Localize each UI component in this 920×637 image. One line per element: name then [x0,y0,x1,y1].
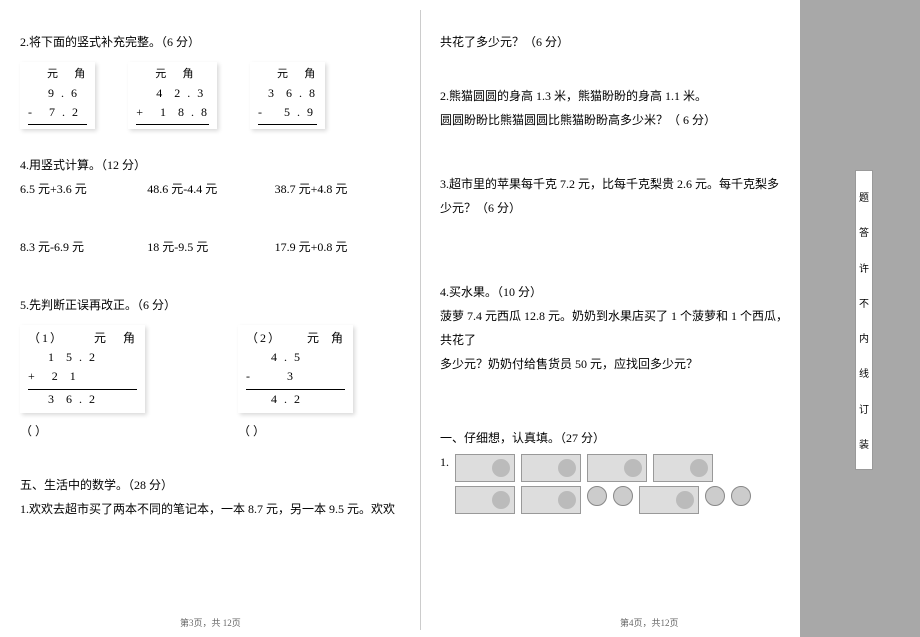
coin-icon [705,486,725,506]
q5-r1: 1 5 . 2 [28,348,137,367]
calc-item: 8.3 元-6.9 元 [20,235,145,259]
page-footer-right: 第4页，共12页 [620,616,679,629]
binding-char: 题 [859,189,869,204]
calc-item: 17.9 元+0.8 元 [275,235,400,259]
vert-hdr: 元 角 [28,66,87,84]
binding-char: 答 [859,224,869,239]
r3: 3.超市里的苹果每千克 7.2 元，比每千克梨贵 2.6 元。每千克梨多少元？（… [440,172,790,220]
q5-hdr: 元 角 [64,331,137,345]
section-1: 一、仔细想，认真填。（27 分） 1. [440,426,790,514]
q5-num: （1） [28,331,64,345]
column-divider [420,10,421,630]
sec1-title: 一、仔细想，认真填。（27 分） [440,426,790,450]
q5-title: 5.先判断正误再改正。（6 分） [20,293,400,317]
q4-row2: 8.3 元-6.9 元 18 元-9.5 元 17.9 元+0.8 元 [20,235,400,259]
banknote-icon [521,486,581,514]
vert-box-3: 元 角 3 6 . 8 - 5 . 9 [250,62,325,129]
r4a: 菠萝 7.4 元西瓜 12.8 元。奶奶到水果店买了 1 个菠萝和 1 个西瓜，… [440,304,790,352]
q2-title: 2.将下面的竖式补充完整。（6 分） [20,30,400,54]
q5: 5.先判断正误再改正。（6 分） （1） 元 角 1 5 . 2 + 2 1 3… [20,293,400,443]
vert-line [258,124,317,125]
q5-r2: + 2 1 [28,367,137,386]
binding-char: 线 [859,365,869,380]
banknote-icon [639,486,699,514]
binding-char: 订 [859,401,869,416]
r4b: 多少元？奶奶付给售货员 50 元，应找回多少元？ [440,352,790,376]
vert-box-1: 元 角 9 . 6 - 7 . 2 [20,62,95,129]
banknote-icon [653,454,713,482]
banknote-icon [455,454,515,482]
sec5-q1: 1.欢欢去超市买了两本不同的笔记本，一本 8.7 元，另一本 9.5 元。欢欢 [20,497,400,521]
paren: （ ） [20,419,175,443]
q5-box-1: （1） 元 角 1 5 . 2 + 2 1 3 6 . 2 [20,325,145,413]
left-column: 2.将下面的竖式补充完整。（6 分） 元 角 9 . 6 - 7 . 2 元 角… [20,30,400,545]
r1: 共花了多少元？（6 分） [440,30,790,54]
binding-strip: 题 答 许 不 内 线 订 装 [855,170,873,470]
sec5-title: 五、生活中的数学。（28 分） [20,473,400,497]
vert-r2: + 1 8 . 8 [136,103,209,122]
page-footer-left: 第3页，共 12页 [180,616,241,629]
right-column: 共花了多少元？（6 分） 2.熊猫圆圆的身高 1.3 米，熊猫盼盼的身高 1.1… [440,30,790,538]
q5-r3: 3 6 . 2 [28,390,137,409]
calc-item: 48.6 元-4.4 元 [147,177,272,201]
q4-title: 4.用竖式计算。（12 分） [20,153,400,177]
calc-item: 6.5 元+3.6 元 [20,177,145,201]
binding-char: 装 [859,436,869,451]
q4-row1: 6.5 元+3.6 元 48.6 元-4.4 元 38.7 元+4.8 元 [20,177,400,201]
binding-char: 内 [859,330,869,345]
r-q3: 3.超市里的苹果每千克 7.2 元，比每千克梨贵 2.6 元。每千克梨多少元？（… [440,172,790,220]
vert-line [136,124,209,125]
money-images [455,450,751,514]
banknote-icon [521,454,581,482]
vert-line [28,124,87,125]
vert-box-2: 元 角 4 2 . 3 + 1 8 . 8 [128,62,217,129]
q4: 4.用竖式计算。（12 分） 6.5 元+3.6 元 48.6 元-4.4 元 … [20,153,400,259]
r2a: 2.熊猫圆圆的身高 1.3 米，熊猫盼盼的身高 1.1 米。 [440,84,790,108]
r2b: 圆圆盼盼比熊猫圆圆比熊猫盼盼高多少米？（ 6 分） [440,108,790,132]
vert-hdr: 元 角 [136,66,209,84]
coin-icon [587,486,607,506]
section-5: 五、生活中的数学。（28 分） 1.欢欢去超市买了两本不同的笔记本，一本 8.7… [20,473,400,521]
vert-r1: 4 2 . 3 [136,84,209,103]
calc-item: 38.7 元+4.8 元 [275,177,400,201]
binding-char: 不 [859,295,869,310]
paren: （ ） [238,419,383,443]
binding-char: 许 [859,260,869,275]
q5-r2: - 3 [246,367,345,386]
banknote-icon [587,454,647,482]
vert-hdr: 元 角 [258,66,317,84]
q5-num: （2） [246,331,282,345]
calc-item: 18 元-9.5 元 [147,235,272,259]
r4-title: 4.买水果。（10 分） [440,280,790,304]
q5-hdr: 元 角 [282,331,345,345]
vert-r1: 9 . 6 [28,84,87,103]
q5-r1: 4 . 5 [246,348,345,367]
sec1-q1: 1. [440,450,449,474]
banknote-icon [455,486,515,514]
vert-r1: 3 6 . 8 [258,84,317,103]
worksheet-page: 2.将下面的竖式补充完整。（6 分） 元 角 9 . 6 - 7 . 2 元 角… [0,0,800,637]
r-q-cont: 共花了多少元？（6 分） [440,30,790,54]
vert-r2: - 7 . 2 [28,103,87,122]
vert-r2: - 5 . 9 [258,103,317,122]
r-q4: 4.买水果。（10 分） 菠萝 7.4 元西瓜 12.8 元。奶奶到水果店买了 … [440,280,790,376]
r-q2: 2.熊猫圆圆的身高 1.3 米，熊猫盼盼的身高 1.1 米。 圆圆盼盼比熊猫圆圆… [440,84,790,132]
q2: 2.将下面的竖式补充完整。（6 分） 元 角 9 . 6 - 7 . 2 元 角… [20,30,400,129]
q5-r3: 4 . 2 [246,390,345,409]
q5-box-2: （2） 元 角 4 . 5 - 3 4 . 2 [238,325,353,413]
coin-icon [731,486,751,506]
coin-icon [613,486,633,506]
